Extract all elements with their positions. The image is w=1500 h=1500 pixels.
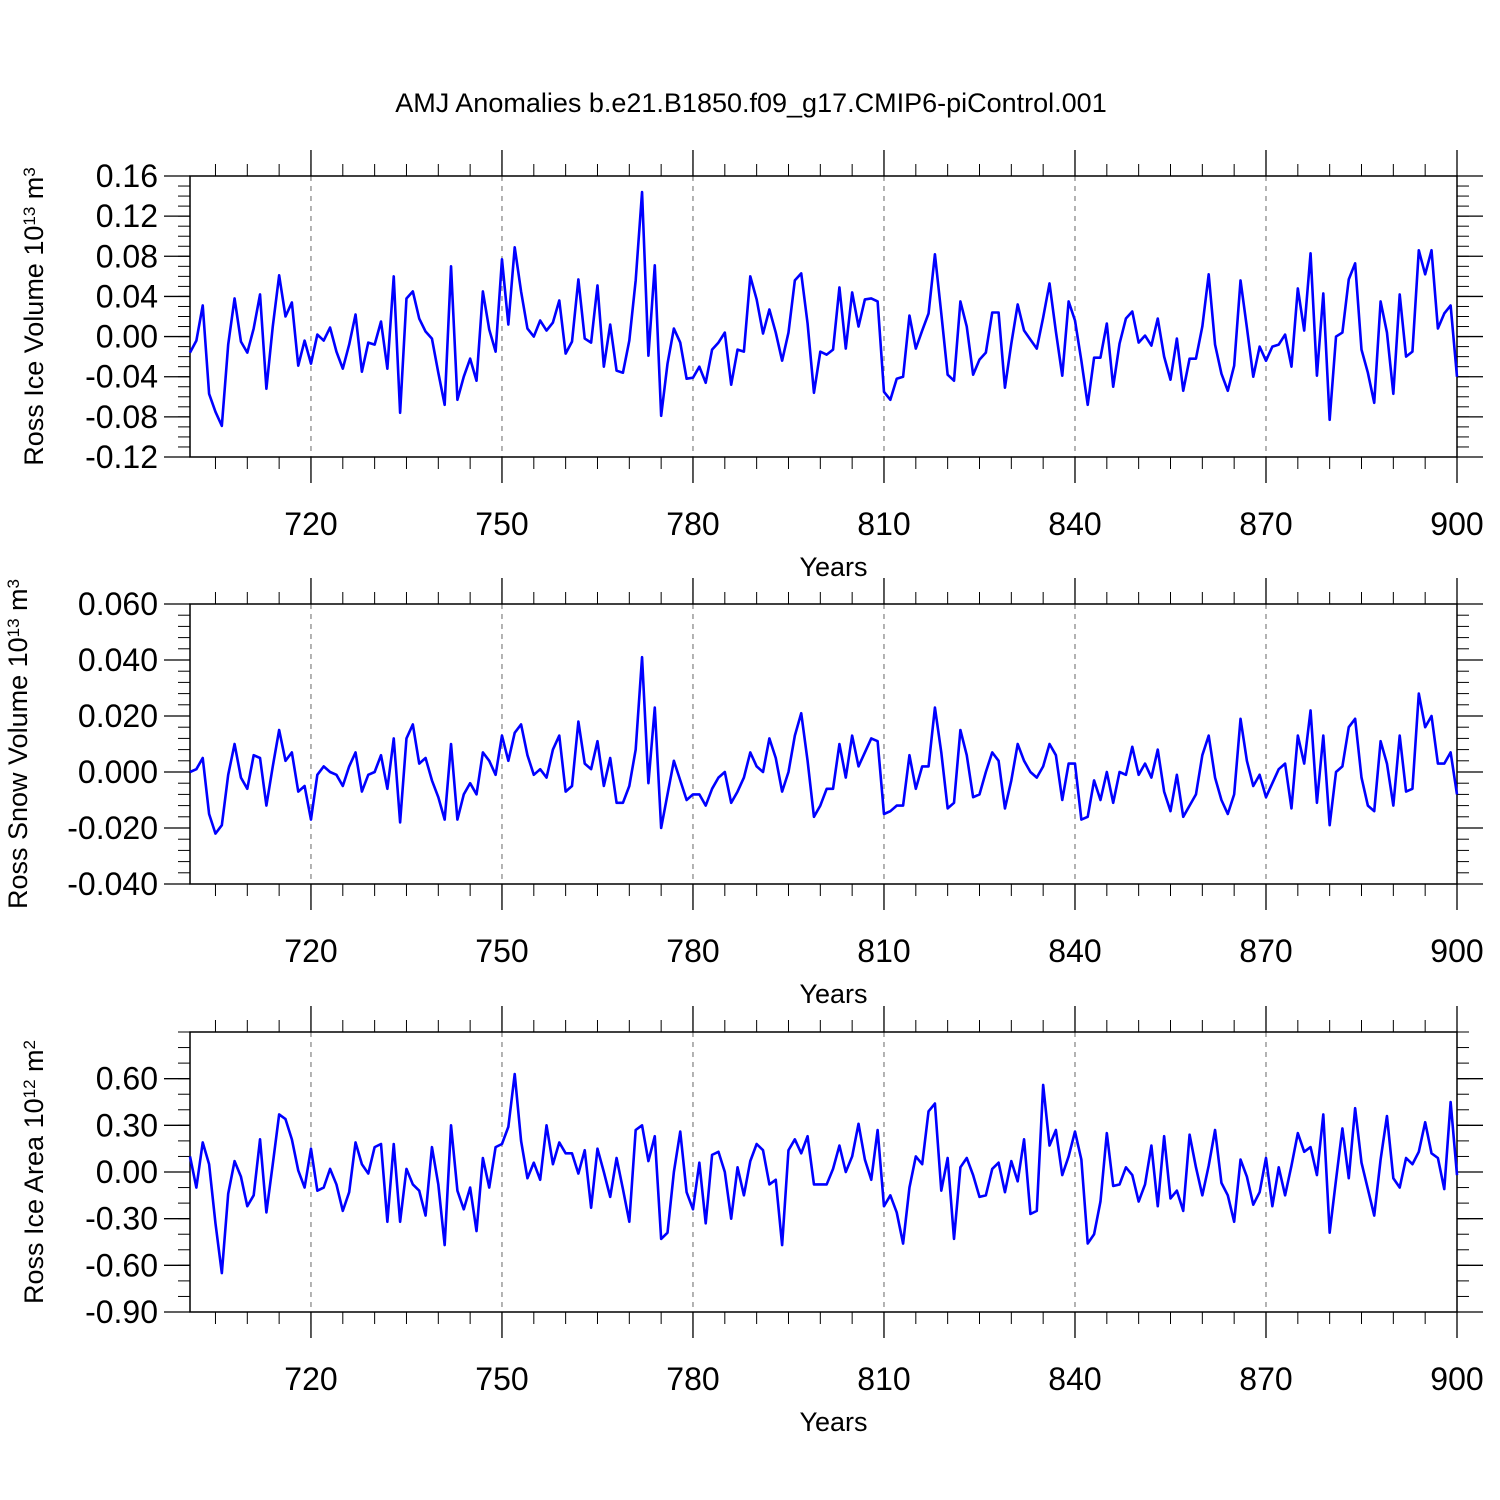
x-tick-label: 840: [1048, 933, 1101, 969]
y-axis-label: Ross Ice Volume 1013 m3: [19, 167, 49, 466]
y-axis-label-text: Ross Ice Area 10: [19, 1098, 49, 1304]
plot-frame: [189, 175, 1458, 458]
y-tick-label: 0.16: [96, 158, 158, 194]
x-tick-label: 870: [1239, 1361, 1292, 1397]
y-tick-label: -0.08: [85, 399, 158, 435]
x-tick-label: 780: [666, 1361, 719, 1397]
x-tick-label: 810: [857, 1361, 910, 1397]
x-tick-label: 750: [475, 1361, 528, 1397]
y-tick-label: 0.00: [96, 319, 158, 355]
x-tick-label: 870: [1239, 506, 1292, 542]
y-tick-label: 0.04: [96, 278, 158, 314]
y-axis-label-superscript: 3: [4, 579, 23, 588]
y-tick-label: 0.08: [96, 238, 158, 274]
x-axis-label: Years: [799, 1407, 867, 1437]
y-tick-label: 0.12: [96, 198, 158, 234]
y-axis-label: Ross Snow Volume 1013 m3: [3, 579, 33, 909]
y-axis-label-text: Ross Snow Volume 10: [3, 637, 33, 909]
y-axis-label-superscript: 13: [20, 207, 39, 226]
x-tick-label: 750: [475, 506, 528, 542]
x-axis-label: Years: [799, 979, 867, 1009]
y-tick-label: -0.60: [85, 1247, 158, 1283]
y-axis-label-superscript: 13: [4, 618, 23, 637]
x-tick-label: 810: [857, 506, 910, 542]
x-tick-label: 720: [284, 933, 337, 969]
x-tick-label: 840: [1048, 506, 1101, 542]
x-tick-label: 750: [475, 933, 528, 969]
y-tick-label: -0.90: [85, 1294, 158, 1330]
x-tick-label: 840: [1048, 1361, 1101, 1397]
y-axis-label-text: m: [19, 1049, 49, 1079]
chart-panel-2: 720 750 780 810 840 870 900 0.060 0.040 0.020 0.00…: [3, 578, 1484, 1009]
x-axis-label: Years: [799, 552, 867, 582]
y-axis-label-text: m: [19, 177, 49, 207]
y-tick-label: 0.60: [96, 1061, 158, 1097]
y-axis-label: Ross Ice Area 1012 m2: [19, 1040, 49, 1304]
x-tick-label: 900: [1430, 506, 1483, 542]
panels: 720 750 780 810 840 870 900 0.16 0.12 0.08 0.04 0.0…: [3, 150, 1484, 1437]
x-tick-label: 900: [1430, 1361, 1483, 1397]
chart-panel-1: 720 750 780 810 840 870 900 0.16 0.12 0.08 0.04 0.0…: [19, 150, 1484, 582]
y-tick-label: -0.12: [85, 439, 158, 475]
y-tick-label: -0.040: [67, 866, 158, 902]
y-tick-label: 0.00: [96, 1154, 158, 1190]
y-axis-label-superscript: 12: [20, 1079, 39, 1098]
y-tick-label: 0.020: [78, 698, 158, 734]
series-line: [188, 1072, 1459, 1275]
plot-frame: [189, 603, 1458, 885]
y-tick-label: 0.040: [78, 642, 158, 678]
x-tick-label: 720: [284, 506, 337, 542]
x-tick-label: 780: [666, 933, 719, 969]
y-axis-label-superscript: 2: [20, 1040, 39, 1049]
y-tick-label: 0.30: [96, 1107, 158, 1143]
figure-title: AMJ Anomalies b.e21.B1850.f09_g17.CMIP6-…: [395, 88, 1106, 118]
x-tick-label: 720: [284, 1361, 337, 1397]
x-tick-label: 900: [1430, 933, 1483, 969]
x-tick-label: 870: [1239, 933, 1292, 969]
y-tick-label: 0.060: [78, 586, 158, 622]
series-line: [189, 655, 1459, 835]
y-axis-label-text: m: [3, 588, 33, 618]
y-axis-label-superscript: 3: [20, 167, 39, 176]
x-tick-label: 810: [857, 933, 910, 969]
y-tick-label: -0.04: [85, 359, 158, 395]
x-tick-label: 780: [666, 506, 719, 542]
series-line: [188, 190, 1459, 428]
y-axis-label-text: Ross Ice Volume 10: [19, 226, 49, 466]
y-tick-label: 0.000: [78, 754, 158, 790]
y-tick-label: -0.020: [67, 810, 158, 846]
y-tick-label: -0.30: [85, 1201, 158, 1237]
chart-panel-3: 720 750 780 810 840 870 900 0.60 0.30 0.00 -0.30 -0…: [19, 1006, 1484, 1437]
